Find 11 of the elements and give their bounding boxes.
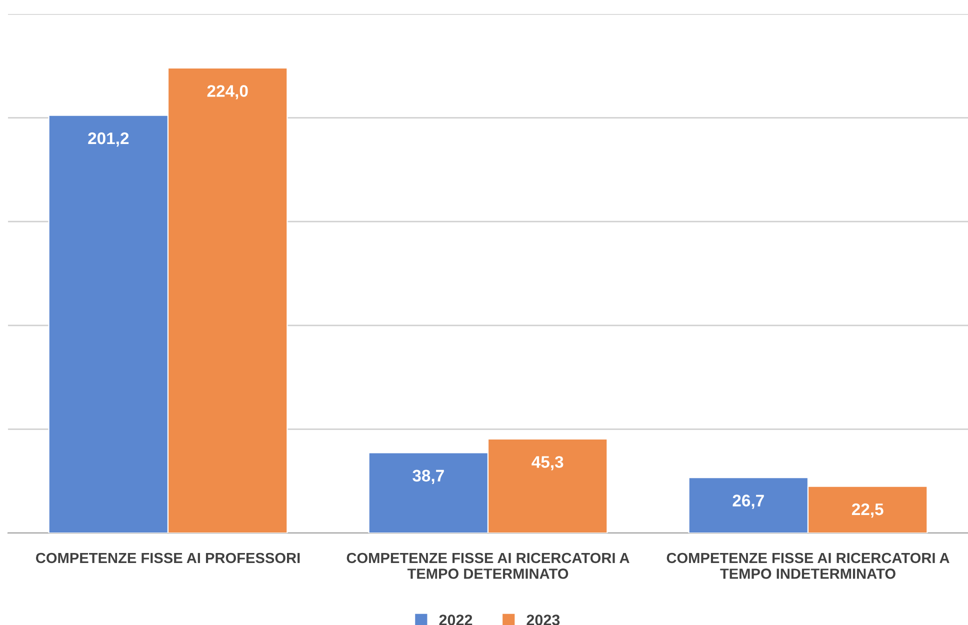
legend-label: 2023 [526,614,560,625]
data-label: 224,0 [207,85,248,100]
legend-label: 2022 [439,614,472,625]
data-label: 22,5 [852,503,884,518]
x-tick-label: COMPETENZE FISSE AI RICERCATORI A TEMPO INDETERMINATO [666,552,950,579]
data-label: 26,7 [732,494,764,509]
x-tick-label: COMPETENZE FISSE AI PROFESSORI [36,552,300,564]
x-tick-label: COMPETENZE FISSE AI RICERCATORI A TEMPO DETERMINATO [346,552,630,579]
data-label: 201,2 [88,132,129,147]
data-label: 38,7 [412,470,444,484]
data-label: 45,3 [532,456,564,470]
